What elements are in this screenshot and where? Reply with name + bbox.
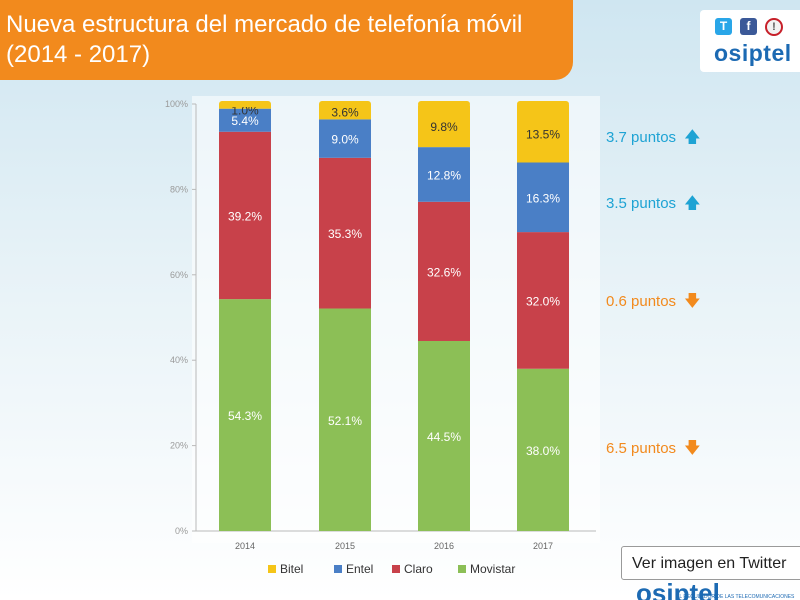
y-tick-label: 60% [170,270,188,280]
change-claro: 0.6 puntos 🡇 [606,290,701,317]
brand-logo: osiptel [714,40,792,66]
bar-claro [319,157,371,309]
y-tick-label: 20% [170,441,188,451]
bar-entel [319,119,371,158]
data-label: 32.0% [526,294,560,308]
bar-movistar [517,368,569,531]
bar-claro [219,131,271,300]
change-label: 0.6 puntos [606,293,677,310]
data-label: 13.5% [526,128,560,142]
legend-label-entel: Entel [346,562,373,576]
data-label: 52.1% [328,414,362,428]
bar-bitel [319,104,371,120]
bar-entel [517,162,569,233]
info-icon[interactable]: ! [765,18,783,36]
bar-cap [219,101,271,107]
view-on-twitter-button[interactable]: Ver imagen en Twitter [621,546,800,580]
legend-swatch-bitel [268,565,276,573]
chart-title-line1: Nueva estructura del mercado de telefoní… [6,11,523,38]
legend-swatch-movistar [458,565,466,573]
data-label: 38.0% [526,444,560,458]
data-label: 5.4% [231,114,259,128]
bar-cap [319,101,371,107]
bar-entel [418,147,470,202]
bar-movistar [219,299,271,531]
data-label: 35.3% [328,227,362,241]
legend-swatch-claro [392,565,400,573]
y-tick-label: 0% [175,526,188,536]
arrow-up-icon: 🡅 [684,129,701,146]
title-banner: Nueva estructura del mercado de telefoní… [0,0,573,80]
data-label: 9.0% [331,133,359,147]
bar-cap [517,101,569,107]
chart-title-line2: (2014 - 2017) [6,41,151,68]
x-tick-label: 2014 [235,541,255,551]
bar-claro [517,232,569,369]
legend-label-movistar: Movistar [470,562,515,576]
twitter-icon[interactable]: T [715,18,732,35]
change-label: 3.7 puntos [606,129,677,146]
legend-label-claro: Claro [404,562,433,576]
data-label: 12.8% [427,168,461,182]
bar-bitel [517,104,569,163]
data-label: 54.3% [228,409,262,423]
y-tick-label: 40% [170,355,188,365]
data-label: 16.3% [526,191,560,205]
data-label: 32.6% [427,265,461,279]
footer-logo: osiptel [636,582,720,600]
brand-box: T f ! osiptel [700,10,800,72]
data-label: 9.8% [430,120,458,134]
y-tick-label: 80% [170,184,188,194]
bar-entel [219,108,271,132]
bar-movistar [418,340,470,531]
legend-label-bitel: Bitel [280,562,303,576]
change-label: 3.5 puntos [606,195,677,212]
arrow-down-icon: 🡇 [684,440,701,457]
data-label: 44.5% [427,430,461,444]
bar-bitel [418,105,470,148]
change-entel: 3.5 puntos 🡅 [606,192,701,219]
x-tick-label: 2017 [533,541,553,551]
change-label: 6.5 puntos [606,440,677,457]
x-tick-label: 2015 [335,541,355,551]
data-label: 3.6% [331,106,359,120]
arrow-up-icon: 🡅 [684,195,701,212]
footer-tagline: EL REGULADOR DE LAS TELECOMUNICACIONES [676,594,795,600]
facebook-icon[interactable]: f [740,18,757,35]
bar-cap [418,101,470,107]
bar-claro [418,201,470,341]
y-tick-label: 100% [165,99,188,109]
legend-swatch-entel [334,565,342,573]
x-tick-label: 2016 [434,541,454,551]
change-movistar: 6.5 puntos 🡇 [606,437,701,464]
change-bitel: 3.7 puntos 🡅 [606,126,701,153]
data-label: 39.2% [228,209,262,223]
arrow-down-icon: 🡇 [684,293,701,310]
bar-movistar [319,308,371,531]
